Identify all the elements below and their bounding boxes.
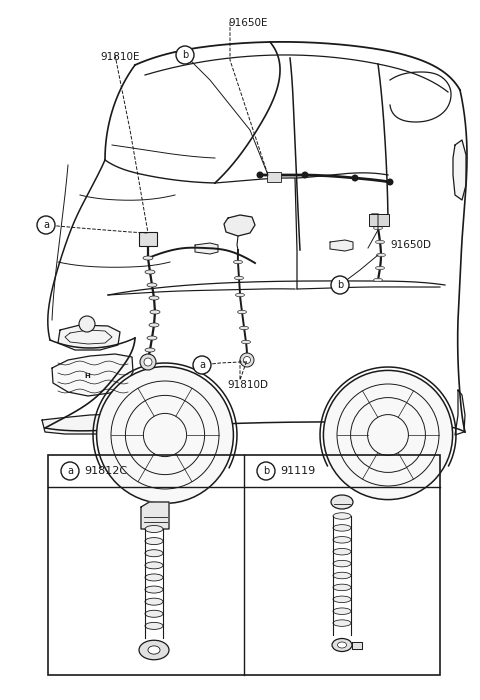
Circle shape: [96, 367, 233, 503]
Ellipse shape: [150, 310, 160, 314]
Text: b: b: [337, 280, 343, 290]
Text: a: a: [67, 466, 73, 476]
Ellipse shape: [145, 270, 155, 274]
Ellipse shape: [333, 525, 351, 531]
Circle shape: [176, 46, 194, 64]
Ellipse shape: [145, 598, 163, 606]
Polygon shape: [330, 240, 353, 251]
Ellipse shape: [333, 536, 351, 543]
Text: 91810D: 91810D: [228, 380, 268, 390]
Circle shape: [240, 353, 254, 367]
Ellipse shape: [333, 620, 351, 626]
Ellipse shape: [242, 356, 252, 360]
Text: 91650D: 91650D: [390, 240, 431, 250]
Ellipse shape: [333, 596, 351, 603]
FancyBboxPatch shape: [369, 214, 389, 226]
Polygon shape: [224, 215, 255, 236]
Circle shape: [351, 174, 359, 181]
Ellipse shape: [373, 278, 383, 281]
Circle shape: [243, 356, 251, 363]
Circle shape: [301, 172, 309, 178]
Ellipse shape: [233, 260, 242, 264]
Ellipse shape: [147, 283, 157, 287]
Circle shape: [324, 370, 453, 500]
Ellipse shape: [333, 549, 351, 555]
Ellipse shape: [145, 562, 163, 569]
Ellipse shape: [143, 256, 153, 260]
Text: b: b: [263, 466, 269, 476]
Ellipse shape: [375, 240, 384, 244]
Polygon shape: [52, 354, 133, 396]
Ellipse shape: [331, 495, 353, 509]
Bar: [48, 455, 440, 675]
Polygon shape: [141, 502, 169, 529]
Ellipse shape: [145, 526, 163, 533]
Ellipse shape: [332, 638, 352, 652]
Circle shape: [331, 276, 349, 294]
Circle shape: [386, 178, 394, 186]
Ellipse shape: [145, 538, 163, 545]
Circle shape: [256, 172, 264, 178]
Ellipse shape: [235, 276, 243, 280]
FancyBboxPatch shape: [267, 172, 281, 182]
Ellipse shape: [145, 550, 163, 556]
Polygon shape: [195, 243, 218, 254]
Text: H: H: [84, 373, 90, 379]
Text: b: b: [182, 50, 188, 60]
Circle shape: [37, 216, 55, 234]
Ellipse shape: [145, 348, 155, 352]
Ellipse shape: [147, 336, 157, 340]
Ellipse shape: [333, 608, 351, 615]
Ellipse shape: [337, 642, 347, 648]
Circle shape: [140, 354, 156, 370]
Ellipse shape: [149, 296, 159, 300]
Ellipse shape: [145, 622, 163, 629]
Polygon shape: [58, 325, 120, 350]
Ellipse shape: [238, 310, 247, 314]
Polygon shape: [453, 140, 466, 200]
Ellipse shape: [149, 323, 159, 327]
Ellipse shape: [376, 253, 385, 257]
Circle shape: [144, 358, 152, 366]
Ellipse shape: [373, 226, 383, 230]
FancyBboxPatch shape: [139, 232, 157, 246]
Text: 91812C: 91812C: [84, 466, 127, 476]
Ellipse shape: [333, 573, 351, 579]
Ellipse shape: [240, 326, 249, 330]
Ellipse shape: [241, 340, 251, 344]
Ellipse shape: [371, 214, 380, 217]
Circle shape: [79, 316, 95, 332]
Text: a: a: [43, 220, 49, 230]
Text: 91119: 91119: [280, 466, 315, 476]
Text: 91810E: 91810E: [100, 52, 140, 62]
Ellipse shape: [333, 512, 351, 519]
Text: 91650E: 91650E: [228, 18, 268, 28]
Polygon shape: [42, 414, 142, 434]
Ellipse shape: [333, 560, 351, 567]
Ellipse shape: [139, 640, 169, 659]
Circle shape: [61, 462, 79, 480]
Ellipse shape: [333, 584, 351, 591]
Ellipse shape: [148, 646, 160, 654]
Ellipse shape: [145, 610, 163, 617]
Ellipse shape: [145, 574, 163, 581]
Circle shape: [193, 356, 211, 374]
Ellipse shape: [375, 266, 384, 270]
Text: a: a: [199, 360, 205, 370]
Ellipse shape: [145, 586, 163, 593]
Ellipse shape: [236, 293, 244, 297]
Circle shape: [257, 462, 275, 480]
Polygon shape: [352, 642, 362, 649]
